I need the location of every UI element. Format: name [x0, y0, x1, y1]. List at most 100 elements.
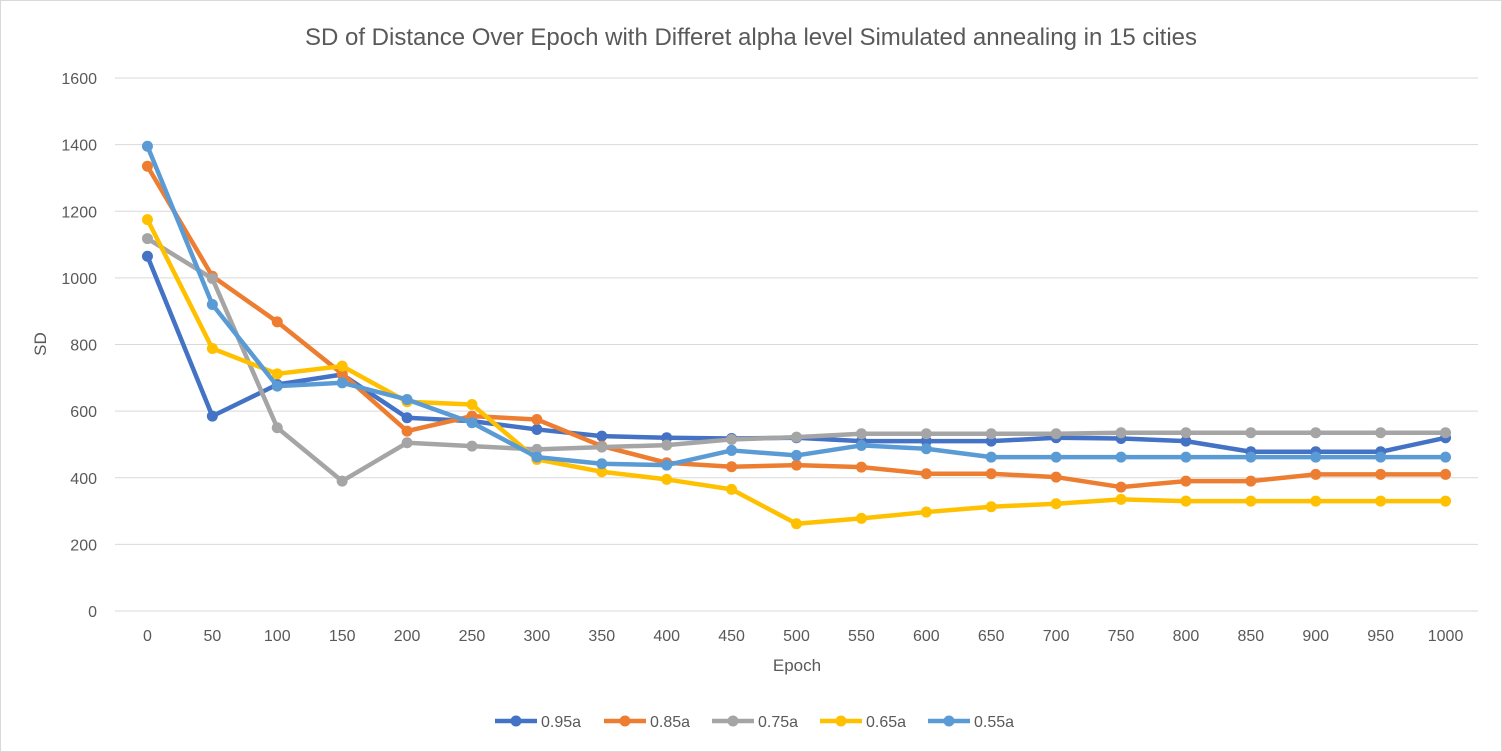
- data-point: [141, 140, 153, 152]
- legend-item[interactable]: 0.55a: [928, 714, 1014, 731]
- data-point: [920, 468, 932, 480]
- x-tick-label: 1000: [1428, 628, 1464, 645]
- series-0.55a: [141, 140, 1452, 471]
- x-tick-label: 500: [783, 628, 810, 645]
- data-point: [271, 380, 283, 392]
- data-point: [1375, 451, 1387, 463]
- data-point: [855, 439, 867, 451]
- legend-label: 0.75a: [758, 714, 798, 731]
- legend-item[interactable]: 0.75a: [712, 714, 798, 731]
- x-tick-label: 550: [848, 628, 875, 645]
- data-point: [596, 458, 608, 470]
- x-tick-label: 700: [1043, 628, 1070, 645]
- data-point: [1310, 427, 1322, 439]
- data-point: [726, 461, 738, 473]
- legend-item[interactable]: 0.65a: [820, 714, 906, 731]
- data-point: [855, 461, 867, 473]
- data-point: [855, 512, 867, 524]
- data-point: [661, 473, 673, 485]
- series-0.95a: [141, 250, 1452, 458]
- x-tick-label: 750: [1108, 628, 1135, 645]
- data-point: [1440, 451, 1452, 463]
- y-tick-label: 200: [70, 537, 97, 554]
- data-point: [791, 518, 802, 530]
- chart-title: SD of Distance Over Epoch with Differet …: [305, 24, 1197, 51]
- data-point: [466, 440, 478, 452]
- x-tick-label: 0: [143, 628, 152, 645]
- data-point: [1375, 495, 1387, 507]
- data-point: [1310, 451, 1322, 463]
- data-point: [271, 368, 283, 380]
- data-point: [661, 459, 673, 471]
- data-point: [726, 433, 738, 445]
- y-tick-label: 1400: [61, 138, 97, 155]
- legend-label: 0.55a: [974, 714, 1014, 731]
- legend-item[interactable]: 0.95a: [495, 714, 581, 731]
- gridlines: [115, 77, 1478, 612]
- data-point: [141, 214, 153, 226]
- data-point: [1180, 475, 1192, 487]
- data-point: [336, 377, 348, 389]
- x-axis-ticks: 0 50 100 150 200 250 300 350 400 450 500 550 600 650 7…: [143, 628, 1463, 645]
- data-point: [855, 428, 867, 440]
- data-point: [1180, 451, 1192, 463]
- legend-swatch-marker: [835, 715, 847, 727]
- data-point: [336, 360, 348, 372]
- data-point: [1115, 481, 1127, 493]
- x-tick-label: 450: [718, 628, 745, 645]
- y-tick-label: 400: [70, 471, 97, 488]
- data-point: [401, 425, 413, 437]
- data-point: [531, 413, 543, 425]
- data-point: [1440, 468, 1452, 480]
- data-point: [531, 451, 543, 463]
- data-point: [141, 233, 153, 245]
- data-point: [141, 160, 153, 172]
- legend[interactable]: 0.95a 0.85a 0.75a 0.65a 0.55a: [495, 714, 1014, 731]
- legend-swatch-marker: [727, 715, 739, 727]
- x-tick-label: 950: [1367, 628, 1394, 645]
- x-tick-label: 200: [394, 628, 421, 645]
- data-point: [1050, 451, 1062, 463]
- legend-item[interactable]: 0.85a: [604, 714, 690, 731]
- data-point: [1050, 428, 1062, 440]
- data-point: [1375, 468, 1387, 480]
- data-point: [1375, 427, 1387, 439]
- series-line: [145, 144, 1448, 468]
- data-point: [1245, 495, 1257, 507]
- data-point: [1115, 493, 1127, 505]
- x-tick-label: 850: [1237, 628, 1264, 645]
- legend-label: 0.95a: [541, 714, 581, 731]
- y-axis-ticks: 0 200 400 600 800 1000 1200 1400 1600: [61, 71, 97, 621]
- y-tick-label: 600: [70, 404, 97, 421]
- data-point: [336, 475, 348, 487]
- data-point: [985, 451, 997, 463]
- x-tick-label: 650: [978, 628, 1005, 645]
- data-point: [271, 422, 283, 434]
- series-line: [145, 236, 1448, 484]
- y-tick-label: 1000: [61, 271, 97, 288]
- data-point: [596, 466, 608, 478]
- legend-swatch-marker: [619, 715, 631, 727]
- data-point: [141, 250, 153, 262]
- data-point: [206, 273, 218, 285]
- data-point: [1180, 495, 1192, 507]
- x-tick-label: 100: [264, 628, 291, 645]
- data-point: [985, 468, 997, 480]
- data-point: [336, 368, 348, 380]
- data-point: [596, 430, 608, 442]
- data-point: [466, 417, 478, 429]
- data-point: [661, 439, 673, 451]
- data-point: [206, 299, 218, 311]
- legend-swatch-marker: [943, 715, 955, 727]
- data-point: [1310, 495, 1322, 507]
- data-point: [271, 316, 283, 328]
- data-point: [1180, 435, 1192, 447]
- legend-label: 0.65a: [866, 714, 906, 731]
- data-point: [1050, 498, 1062, 510]
- data-point: [985, 428, 997, 440]
- data-point: [1115, 427, 1127, 439]
- x-tick-label: 300: [524, 628, 551, 645]
- y-tick-label: 800: [70, 338, 97, 355]
- data-point: [1310, 468, 1322, 480]
